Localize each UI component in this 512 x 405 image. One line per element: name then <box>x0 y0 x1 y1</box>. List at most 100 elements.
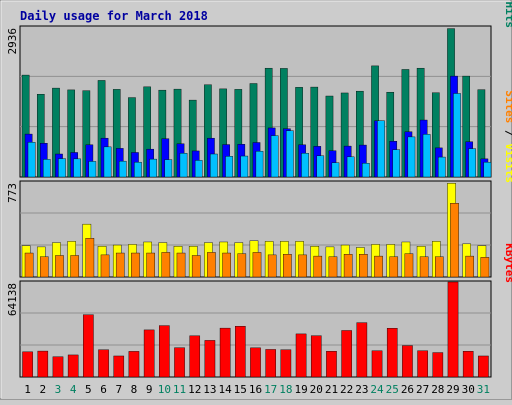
bar-sites-day-7 <box>115 252 125 278</box>
bar-sites-day-22 <box>343 254 353 278</box>
bar-kbytes-day-14 <box>219 327 231 378</box>
panel-hits-ymax-label: 2936 <box>6 28 19 55</box>
bar-pages-day-5 <box>88 161 97 178</box>
bar-pages-day-9 <box>149 158 157 178</box>
bar-kbytes-day-19 <box>295 333 307 378</box>
panel-kbytes-ymax-label: 64138 <box>6 283 19 316</box>
x-tick-label: 16 <box>249 383 262 396</box>
x-tick-label: 1 <box>24 383 31 396</box>
bar-kbytes-day-22 <box>341 330 352 378</box>
x-tick-label: 5 <box>85 383 92 396</box>
bar-pages-day-31 <box>483 161 492 178</box>
bar-sites-day-18 <box>283 254 292 278</box>
panel-visits: 773 Sites / Visits <box>6 90 512 278</box>
x-tick-label: 23 <box>355 383 368 396</box>
x-tick-label: 10 <box>158 383 171 396</box>
bar-sites-day-30 <box>465 255 474 278</box>
bar-kbytes-day-5 <box>83 314 94 378</box>
x-tick-label: 31 <box>477 383 490 396</box>
bar-sites-day-1 <box>24 252 34 278</box>
bar-sites-day-24 <box>374 255 383 278</box>
bar-kbytes-day-13 <box>204 340 216 378</box>
bar-sites-day-12 <box>191 255 201 278</box>
bar-sites-day-10 <box>161 252 171 278</box>
panel-kbytes-axis-label: KBytes <box>503 243 512 283</box>
bar-pages-day-18 <box>286 130 294 178</box>
x-tick-label: 30 <box>462 383 475 396</box>
bar-kbytes-day-2 <box>37 350 49 378</box>
bar-pages-day-1 <box>27 142 36 178</box>
x-tick-label: 26 <box>401 383 414 396</box>
x-axis-labels: 1 2 3 4 5 6 7 8 9 10 11 12 13 14 15 16 17 18 19 20 21 22 23 24 2… <box>24 383 490 396</box>
x-tick-label: 21 <box>325 383 338 396</box>
bar-kbytes-day-31 <box>478 355 489 378</box>
bar-kbytes-day-20 <box>310 335 322 378</box>
bar-sites-day-28 <box>435 256 444 278</box>
bar-sites-day-19 <box>298 254 307 278</box>
bar-sites-day-14 <box>222 252 231 278</box>
bar-kbytes-day-26 <box>402 345 413 378</box>
bar-pages-day-16 <box>255 150 264 178</box>
bar-pages-day-27 <box>422 134 431 178</box>
bar-pages-day-12 <box>194 160 203 178</box>
bar-sites-day-13 <box>207 252 216 278</box>
bar-kbytes-day-16 <box>250 347 261 378</box>
x-tick-label: 12 <box>188 383 201 396</box>
bar-sites-day-2 <box>39 256 49 278</box>
panel-visits-axis-label: Sites / Visits <box>503 90 512 183</box>
bar-pages-day-19 <box>301 153 309 178</box>
x-tick-label: 15 <box>234 383 247 396</box>
bar-kbytes-day-21 <box>326 351 337 378</box>
x-tick-label: 24 <box>370 383 384 396</box>
bar-sites-day-16 <box>252 252 262 278</box>
x-tick-label: 8 <box>131 383 138 396</box>
chart-panels: 2936 Pages / Files / Hits 773 Sites / Visit… <box>6 0 512 378</box>
bar-kbytes-day-27 <box>417 350 428 378</box>
bar-pages-day-10 <box>164 159 173 178</box>
bar-pages-day-22 <box>346 156 355 178</box>
bar-pages-day-3 <box>58 158 66 178</box>
x-tick-label: 25 <box>386 383 399 396</box>
bar-kbytes-day-12 <box>189 335 201 378</box>
bar-pages-day-7 <box>118 160 127 178</box>
x-tick-label: 29 <box>446 383 459 396</box>
bar-kbytes-day-29 <box>447 281 459 378</box>
x-tick-label: 20 <box>310 383 323 396</box>
bar-pages-day-30 <box>468 148 476 178</box>
panel-visits-bars <box>21 183 490 278</box>
bar-sites-day-5 <box>85 238 95 278</box>
panel-kbytes-bars <box>22 281 489 378</box>
x-tick-label: 14 <box>218 383 232 396</box>
bar-kbytes-day-25 <box>386 328 398 378</box>
bar-sites-day-17 <box>267 254 277 278</box>
bar-pages-day-17 <box>270 135 279 178</box>
axis-label-part: / <box>503 0 512 2</box>
bar-pages-day-24 <box>377 120 385 178</box>
bar-kbytes-day-4 <box>67 354 79 378</box>
bar-pages-day-15 <box>240 155 249 178</box>
x-tick-label: 18 <box>279 383 292 396</box>
x-tick-label: 3 <box>55 383 62 396</box>
chart-title: Daily usage for March 2018 <box>20 9 208 23</box>
x-tick-label: 17 <box>264 383 277 396</box>
bar-kbytes-day-1 <box>22 351 33 378</box>
x-tick-label: 22 <box>340 383 353 396</box>
x-tick-label: 6 <box>100 383 107 396</box>
bar-pages-day-25 <box>392 149 401 178</box>
bar-kbytes-day-15 <box>235 326 246 378</box>
x-tick-label: 2 <box>39 383 46 396</box>
panel-visits-ymax-label: 773 <box>6 183 19 203</box>
bar-sites-day-31 <box>480 257 490 278</box>
bar-kbytes-day-30 <box>462 351 474 378</box>
bar-kbytes-day-8 <box>128 351 140 378</box>
bar-sites-day-9 <box>146 252 155 278</box>
x-tick-label: 7 <box>115 383 122 396</box>
bar-pages-day-11 <box>179 153 188 178</box>
axis-label-part: Hits <box>503 2 512 29</box>
x-tick-label: 4 <box>70 383 77 396</box>
panel-hits-axis-label: Pages / Files / Hits <box>503 0 512 28</box>
axis-label-part: / <box>503 123 512 143</box>
bar-sites-day-11 <box>176 252 186 278</box>
bar-sites-day-20 <box>313 255 323 278</box>
